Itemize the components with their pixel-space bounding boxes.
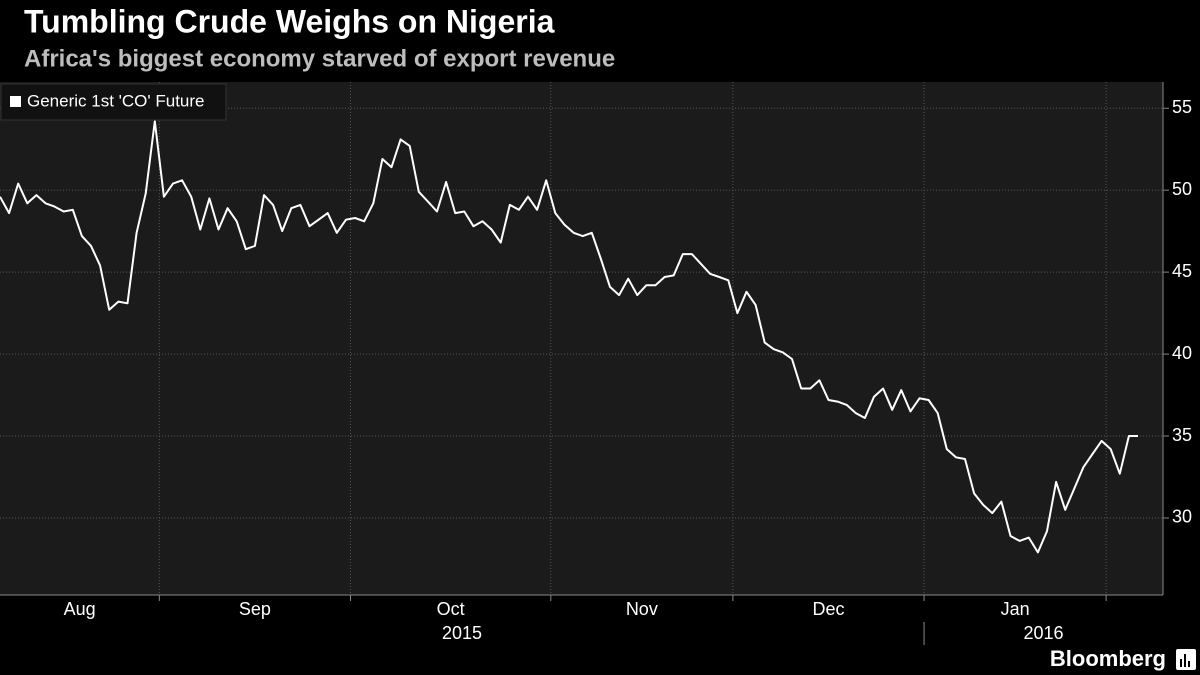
y-tick-label: 40	[1172, 343, 1192, 363]
x-tick-label: Jan	[1001, 599, 1030, 619]
y-tick-label: 45	[1172, 261, 1192, 281]
y-tick-label: 30	[1172, 507, 1192, 527]
x-tick-label: Nov	[626, 599, 658, 619]
year-label: 2016	[1024, 623, 1064, 643]
y-tick-label: 35	[1172, 425, 1192, 445]
year-label: 2015	[442, 623, 482, 643]
legend-swatch	[10, 96, 21, 107]
source: Bloomberg	[1050, 646, 1166, 671]
chart-subtitle: Africa's biggest economy starved of expo…	[24, 45, 615, 72]
x-tick-label: Aug	[64, 599, 96, 619]
x-tick-label: Oct	[437, 599, 465, 619]
legend-box	[0, 83, 227, 121]
plot-area	[0, 82, 1163, 595]
bloomberg-logo	[1176, 649, 1196, 670]
x-tick-label: Dec	[812, 599, 844, 619]
y-tick-label: 50	[1172, 179, 1192, 199]
legend-label: Generic 1st 'CO' Future	[27, 91, 205, 110]
chart-title: Tumbling Crude Weighs on Nigeria	[24, 3, 555, 39]
price-line	[0, 120, 1138, 554]
y-tick-label: 55	[1172, 97, 1192, 117]
x-tick-label: Sep	[239, 599, 271, 619]
